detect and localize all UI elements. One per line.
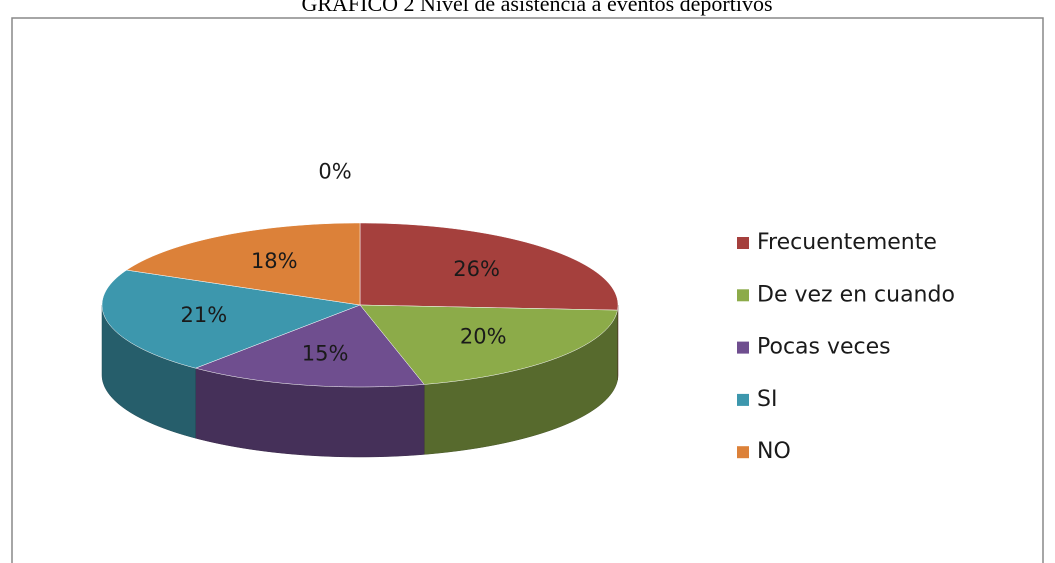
legend-swatch <box>737 393 749 406</box>
legend-label: Frecuentemente <box>757 230 937 255</box>
slice <box>101 269 361 369</box>
value-label: 0% <box>318 159 351 183</box>
legend-swatch <box>737 446 749 459</box>
value-label: 21% <box>181 303 228 327</box>
legend-label: SI <box>757 387 777 412</box>
value-label: 18% <box>251 249 298 273</box>
chart-title: GRÁFICO 2 Nivel de asistencia a eventos … <box>301 0 772 16</box>
legend-swatch <box>737 289 749 302</box>
slice <box>359 304 618 385</box>
slice <box>194 304 425 388</box>
slice <box>125 222 361 306</box>
legend-swatch <box>737 237 749 249</box>
legend-swatch <box>737 341 749 354</box>
legend-label: Pocas veces <box>757 335 891 360</box>
legend-label: De vez en cuando <box>757 282 955 307</box>
legend-label: NO <box>757 439 791 464</box>
value-label: 26% <box>453 257 500 281</box>
slice <box>359 222 619 311</box>
value-label: 15% <box>302 342 349 366</box>
value-label: 20% <box>460 324 507 348</box>
